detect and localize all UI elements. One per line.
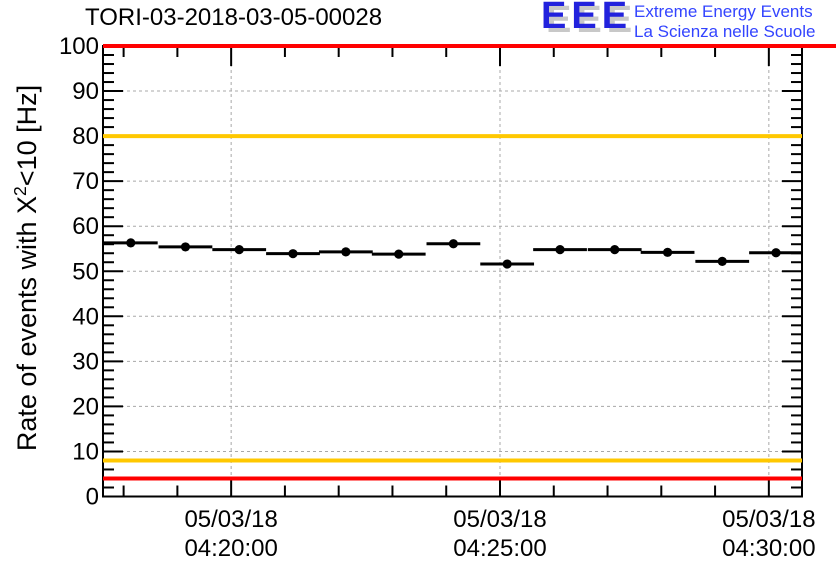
data-point-marker bbox=[555, 245, 565, 255]
y-tick-label: 20 bbox=[72, 393, 99, 420]
y-axis-title-unit: <10 [Hz] bbox=[12, 84, 42, 187]
data-point-marker bbox=[717, 256, 727, 266]
data-point-marker bbox=[662, 247, 673, 257]
data-point-marker bbox=[180, 242, 191, 252]
y-tick-label: 50 bbox=[72, 258, 99, 285]
y-tick-label: 100 bbox=[59, 33, 99, 60]
y-axis-title-sup: 2 bbox=[10, 186, 30, 196]
data-point-marker bbox=[502, 259, 512, 269]
data-point-marker bbox=[394, 249, 404, 259]
eee-logo-line1: Extreme Energy Events bbox=[634, 2, 813, 21]
eee-logo-acronym: EEE bbox=[541, 0, 633, 37]
data-point-marker bbox=[610, 245, 620, 255]
eee-logo: EEE Extreme Energy Events La Scienza nel… bbox=[541, 0, 836, 44]
plot-title: TORI-03-2018-03-05-00028 bbox=[85, 4, 383, 31]
x-tick-label-time: 04:25:00 bbox=[453, 535, 546, 562]
y-axis-title-text: Rate of events with X bbox=[12, 195, 42, 452]
y-tick-label: 60 bbox=[72, 213, 99, 240]
data-point-marker bbox=[288, 249, 298, 259]
x-tick-label-date: 05/03/18 bbox=[722, 506, 815, 533]
data-point-marker bbox=[341, 247, 351, 257]
x-tick-label-date: 05/03/18 bbox=[184, 506, 277, 533]
x-tick-label-time: 04:30:00 bbox=[722, 535, 815, 562]
y-tick-label: 90 bbox=[72, 78, 99, 105]
y-tick-label: 70 bbox=[72, 168, 99, 195]
y-tick-label: 0 bbox=[86, 484, 99, 511]
y-tick-label: 80 bbox=[72, 123, 99, 150]
eee-logo-text: Extreme Energy Events La Scienza nelle S… bbox=[634, 2, 815, 42]
x-tick-label-date: 05/03/18 bbox=[453, 506, 546, 533]
y-tick-label: 30 bbox=[72, 348, 99, 375]
x-tick-label-time: 04:20:00 bbox=[184, 535, 277, 562]
eee-logo-line2: La Scienza nelle Scuole bbox=[634, 22, 816, 41]
data-point-marker bbox=[448, 239, 458, 249]
data-point-marker bbox=[234, 245, 244, 255]
y-axis-title: Rate of events with X2<10 [Hz] bbox=[3, 48, 42, 488]
data-point-marker bbox=[126, 238, 136, 248]
y-tick-label: 40 bbox=[72, 303, 99, 330]
data-point-marker bbox=[771, 248, 781, 258]
y-tick-label: 10 bbox=[72, 438, 99, 465]
